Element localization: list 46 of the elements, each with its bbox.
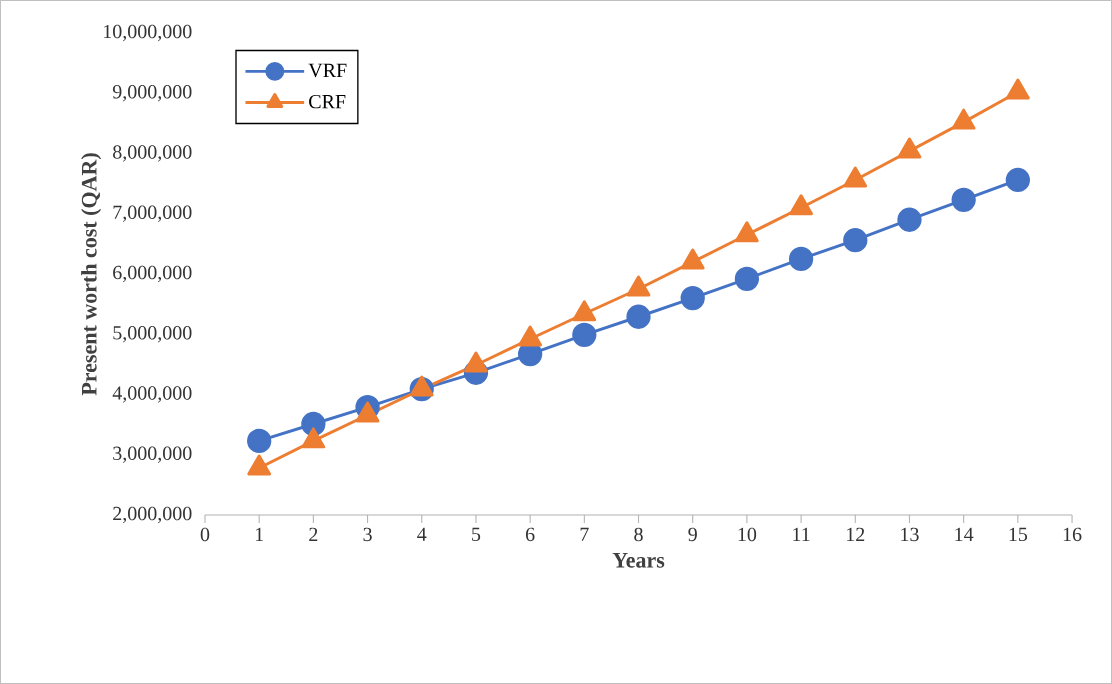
y-tick-label: 4,000,000 xyxy=(112,386,192,403)
x-tick-label: 14 xyxy=(955,527,974,541)
y-tick-label: 9,000,000 xyxy=(112,85,192,102)
point xyxy=(626,275,651,297)
point xyxy=(951,108,976,130)
point xyxy=(735,221,759,243)
point xyxy=(788,246,814,272)
x-tick-label: 6 xyxy=(525,527,535,542)
y-tick-label: 6,000,000 xyxy=(113,265,192,283)
x-tick-label: 4 xyxy=(417,527,427,541)
x-tick-label: 8 xyxy=(634,527,643,542)
point xyxy=(680,285,705,311)
x-tick-label: 0 xyxy=(200,527,210,542)
point xyxy=(247,428,272,454)
y-tick-label: 2,000,000 xyxy=(113,506,192,524)
x-tick-label: 12 xyxy=(847,527,865,541)
x-tick-label: 3 xyxy=(363,527,372,542)
y-tick-label: 10,000,000 xyxy=(104,24,192,42)
point xyxy=(789,194,813,216)
point xyxy=(843,166,868,188)
y-tick-label: 3,000,000 xyxy=(113,446,192,463)
y-tick-label: 8,000,000 xyxy=(113,145,192,162)
point xyxy=(572,322,597,347)
x-tick-label: 1 xyxy=(255,527,263,541)
point xyxy=(734,266,760,291)
x-tick-label: 7 xyxy=(580,527,589,541)
y-tick-label: 5,000,000 xyxy=(113,326,192,343)
x-tick-label: 16 xyxy=(1063,527,1082,542)
point xyxy=(897,207,922,232)
x-tick-label: 9 xyxy=(688,527,697,542)
y-tick-label: 7,000,000 xyxy=(113,205,192,222)
x-tick-label: 5 xyxy=(472,527,481,541)
x-tick-label: 15 xyxy=(1009,527,1028,542)
point xyxy=(572,300,597,322)
x-tick-label: 11 xyxy=(793,527,810,541)
point xyxy=(1005,78,1030,100)
legend-label: VRF xyxy=(308,63,347,78)
point xyxy=(680,248,705,270)
x-tick-label: 10 xyxy=(738,527,757,542)
point xyxy=(626,304,651,329)
x-tick-label: 13 xyxy=(901,527,919,542)
point xyxy=(897,137,922,159)
y-axis-title: Present worth cost (QAR) xyxy=(81,153,102,396)
legend-label: CRF xyxy=(309,94,346,109)
x-tick-label: 2 xyxy=(309,527,318,541)
x-axis-title: Years xyxy=(612,553,665,568)
